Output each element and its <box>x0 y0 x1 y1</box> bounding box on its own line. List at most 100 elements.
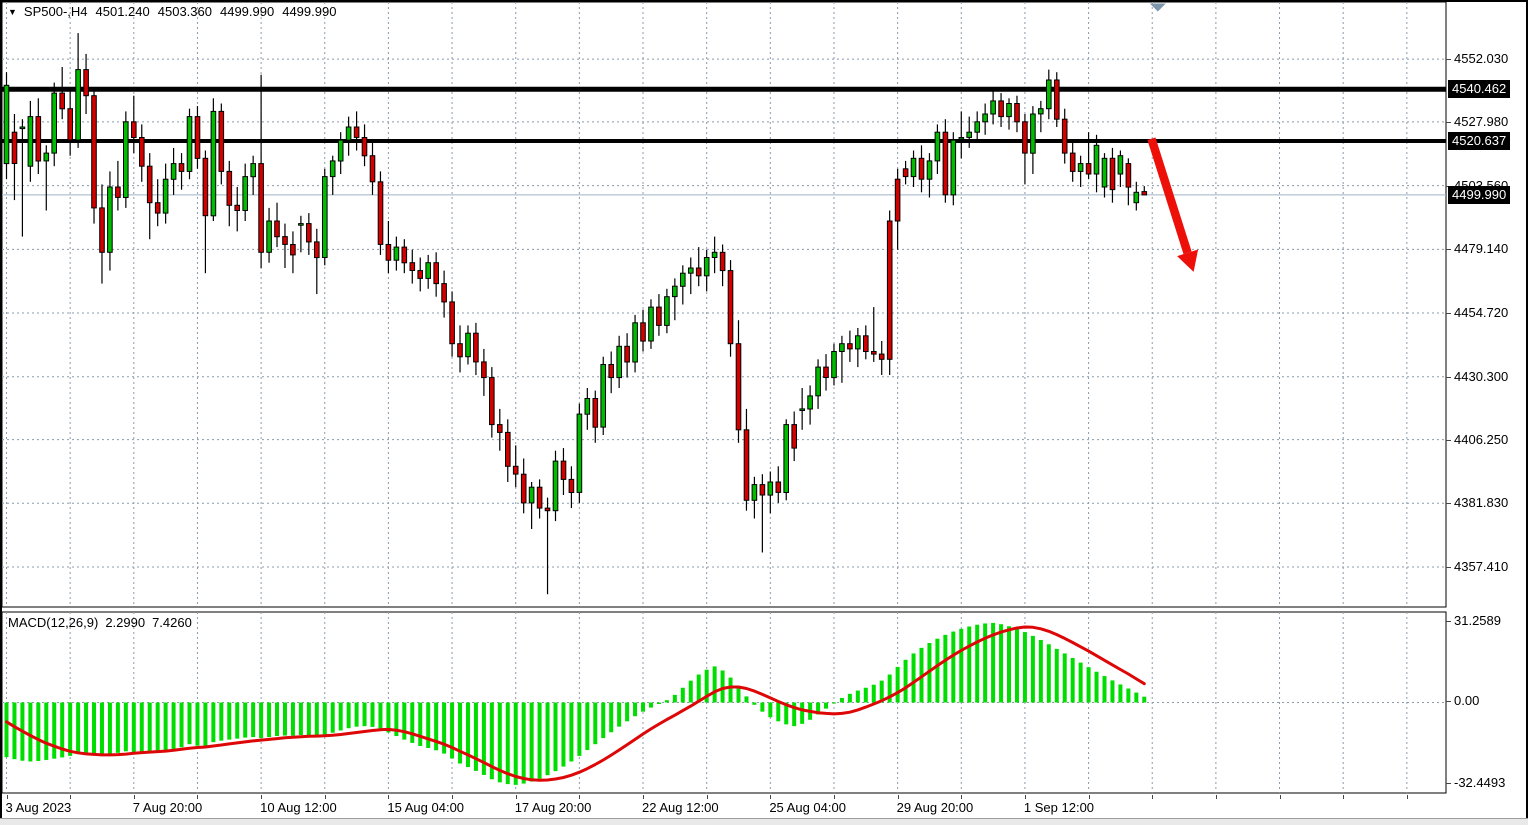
macd-histogram-bar <box>107 702 112 755</box>
candle <box>1046 69 1052 120</box>
candle <box>250 155 256 195</box>
candle <box>473 322 479 375</box>
candle <box>695 247 702 287</box>
macd-histogram-bar <box>394 702 399 737</box>
candle <box>91 87 97 224</box>
candle <box>767 471 774 514</box>
time-axis-label: 29 Aug 20:00 <box>896 800 974 815</box>
candle-body <box>918 157 925 180</box>
candle-body <box>1141 191 1148 196</box>
candle <box>1093 134 1100 193</box>
candle <box>314 228 320 295</box>
candle <box>918 145 925 193</box>
time-axis-tick <box>515 795 517 799</box>
macd-histogram-bar <box>76 702 81 755</box>
candle-body <box>552 460 559 512</box>
candle-body <box>457 343 463 358</box>
candle-body <box>178 163 185 172</box>
candle-body <box>131 121 137 139</box>
macd-histogram-bar <box>298 702 303 736</box>
macd-histogram-bar <box>410 702 415 743</box>
price-axis-tick <box>1446 503 1451 505</box>
macd-histogram-bar <box>831 702 836 704</box>
macd-histogram-bar <box>593 702 598 745</box>
macd-histogram-bar <box>641 702 646 712</box>
candle <box>266 207 272 263</box>
candle <box>210 98 217 221</box>
macd-histogram-bar <box>855 690 860 703</box>
candle <box>759 474 766 553</box>
candle-body <box>481 361 487 379</box>
macd-histogram-bar <box>187 702 192 745</box>
time-axis-label: 7 Aug 20:00 <box>132 800 203 815</box>
candle <box>703 249 710 292</box>
candle <box>815 359 821 409</box>
candle-body <box>154 202 161 214</box>
candle-body <box>1133 191 1140 204</box>
macd-histogram-bar <box>760 702 765 712</box>
candle-body <box>751 484 758 501</box>
candle-body <box>449 301 455 345</box>
candle <box>512 445 519 488</box>
candle <box>242 163 248 221</box>
candle-body <box>520 473 527 504</box>
down-arrow-head <box>1177 249 1199 272</box>
candle <box>807 385 813 425</box>
macd-axis[interactable]: 31.2589 0.00 -32.4493 <box>1446 610 1528 795</box>
candle <box>170 147 177 195</box>
candle <box>226 160 233 227</box>
macd-tick-label: -32.4493 <box>1454 774 1506 790</box>
candle-body <box>1046 79 1052 110</box>
candle <box>568 466 575 509</box>
time-axis-label: 3 Aug 2023 <box>5 800 72 815</box>
candle <box>489 367 495 438</box>
candle-body <box>35 116 42 162</box>
candle <box>425 254 431 289</box>
time-axis-label: 17 Aug 20:00 <box>514 800 592 815</box>
candle <box>43 145 50 211</box>
macd-histogram-bar <box>426 702 431 749</box>
down-arrow-annotation[interactable] <box>1147 137 1192 255</box>
candle-body <box>441 283 447 303</box>
candle-body <box>282 236 288 245</box>
candle-body <box>146 165 153 204</box>
candle-body <box>926 160 933 180</box>
candle <box>520 458 527 514</box>
time-axis[interactable]: 3 Aug 2023 7 Aug 20:00 10 Aug 12:00 15 Aug … <box>0 795 1528 818</box>
macd-histogram-bar <box>179 702 184 748</box>
macd-histogram-bar <box>959 628 964 703</box>
price-axis[interactable]: 4552.0304527.9804503.5604479.1404454.720… <box>1446 0 1528 610</box>
candle <box>950 132 957 206</box>
candle <box>624 333 630 378</box>
macd-histogram-bar <box>1046 644 1051 703</box>
price-tick-label: 4454.720 <box>1454 305 1509 321</box>
macd-histogram-bar <box>569 702 574 762</box>
macd-histogram-bar <box>911 653 916 703</box>
macd-histogram-bar <box>521 702 526 784</box>
candle <box>19 119 26 237</box>
candle <box>282 223 288 268</box>
macd-histogram-bar <box>505 702 510 785</box>
candle-body <box>1109 157 1116 191</box>
candle <box>59 67 66 120</box>
price-tick-label: 4406.250 <box>1454 431 1509 447</box>
macd-histogram-bar <box>975 624 980 703</box>
candle-body <box>998 100 1004 118</box>
candle <box>719 244 726 287</box>
macd-histogram-bar <box>824 702 829 709</box>
macd-histogram-bar <box>386 702 391 733</box>
candle-body <box>894 178 901 222</box>
candle-body <box>170 163 177 180</box>
symbol-dropdown-icon[interactable]: ▼ <box>8 7 17 17</box>
macd-histogram-bar <box>1054 648 1059 703</box>
macd-histogram-bar <box>887 674 892 703</box>
time-axis-tick <box>1343 795 1345 799</box>
time-axis-tick <box>133 795 135 799</box>
time-axis-tick <box>1406 795 1408 799</box>
macd-histogram-bar <box>720 670 725 703</box>
time-axis-tick <box>1152 795 1154 799</box>
candle-body <box>75 69 81 141</box>
candle <box>162 163 169 224</box>
candle-body <box>1054 79 1060 120</box>
